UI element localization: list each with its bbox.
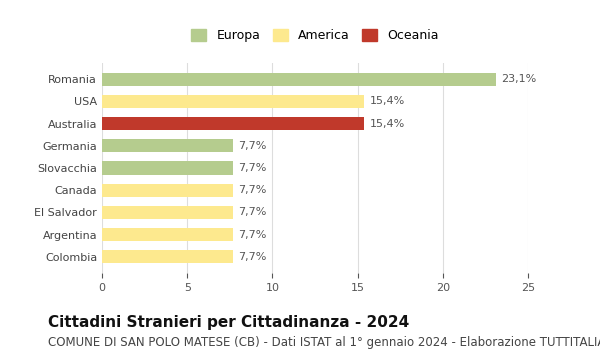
Text: 15,4%: 15,4% <box>370 119 405 128</box>
Text: 23,1%: 23,1% <box>501 74 536 84</box>
Text: Cittadini Stranieri per Cittadinanza - 2024: Cittadini Stranieri per Cittadinanza - 2… <box>48 315 409 330</box>
Bar <box>102 250 233 264</box>
Bar <box>102 95 364 108</box>
Bar <box>102 228 233 241</box>
Bar <box>102 206 233 219</box>
Text: 7,7%: 7,7% <box>238 163 266 173</box>
Text: 7,7%: 7,7% <box>238 230 266 240</box>
Text: 15,4%: 15,4% <box>370 96 405 106</box>
Bar <box>102 72 496 86</box>
Bar <box>102 117 364 130</box>
Text: 7,7%: 7,7% <box>238 252 266 262</box>
Text: COMUNE DI SAN POLO MATESE (CB) - Dati ISTAT al 1° gennaio 2024 - Elaborazione TU: COMUNE DI SAN POLO MATESE (CB) - Dati IS… <box>48 336 600 349</box>
Text: 7,7%: 7,7% <box>238 208 266 217</box>
Bar <box>102 161 233 175</box>
Bar <box>102 183 233 197</box>
Text: 7,7%: 7,7% <box>238 185 266 195</box>
Bar <box>102 139 233 153</box>
Legend: Europa, America, Oceania: Europa, America, Oceania <box>185 23 445 49</box>
Text: 7,7%: 7,7% <box>238 141 266 151</box>
